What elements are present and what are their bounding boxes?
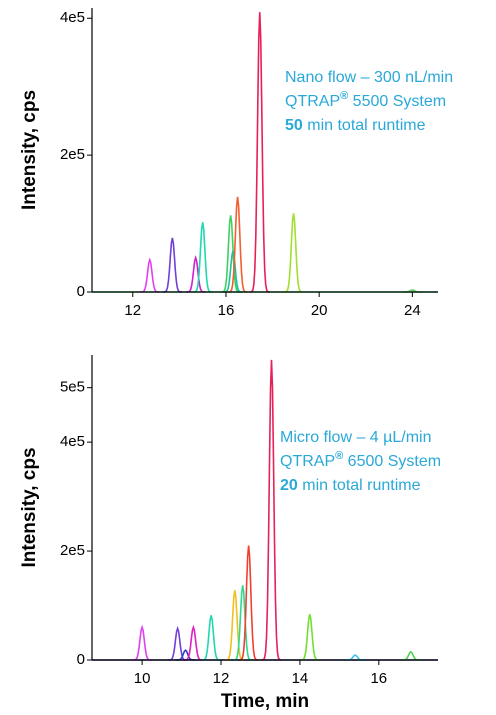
annotation-part: QTRAP	[285, 93, 340, 110]
peak	[162, 237, 183, 293]
annotation-part: 6500 System	[343, 453, 441, 470]
peak	[400, 650, 421, 661]
y-tick-label: 5e5	[60, 379, 85, 396]
annotation-part: Nano flow – 300 nL/min	[285, 69, 453, 86]
peak	[139, 257, 160, 293]
x-tick-label: 12	[213, 670, 230, 687]
annotation-part: 50	[285, 117, 303, 134]
peak	[238, 545, 259, 661]
annotation: QTRAP® 6500 System	[280, 450, 441, 470]
peak	[175, 649, 196, 661]
x-tick-label: 24	[404, 302, 421, 319]
annotation-part: min total runtime	[303, 117, 426, 134]
y-tick-label: 0	[77, 651, 85, 668]
annotation-part: min total runtime	[298, 477, 421, 494]
peak	[299, 614, 320, 661]
peak	[220, 215, 241, 293]
annotation: Nano flow – 300 nL/min	[285, 69, 453, 86]
annotation: 20 min total runtime	[280, 477, 421, 494]
x-tick-label: 20	[311, 302, 328, 319]
peak	[283, 213, 304, 293]
y-tick-label: 4e5	[60, 9, 85, 26]
x-tick-label: 16	[370, 670, 387, 687]
annotation-part: ®	[340, 90, 348, 102]
y-axis-label: Intensity, cps	[19, 447, 40, 567]
annotation: Micro flow – 4 µL/min	[280, 429, 431, 446]
annotation-part: ®	[335, 450, 343, 462]
annotation-part: 5500 System	[348, 93, 446, 110]
peak	[227, 196, 248, 293]
y-tick-label: 4e5	[60, 433, 85, 450]
annotation-part: Micro flow – 4 µL/min	[280, 429, 431, 446]
peak	[132, 624, 153, 661]
y-tick-label: 2e5	[60, 542, 85, 559]
peak	[261, 359, 282, 661]
peak	[201, 615, 222, 661]
x-tick-label: 12	[124, 302, 141, 319]
peak	[185, 254, 206, 293]
peak	[249, 12, 270, 293]
x-tick-label: 10	[134, 670, 151, 687]
annotation: QTRAP® 5500 System	[285, 90, 446, 110]
annotation: 50 min total runtime	[285, 117, 426, 134]
x-axis-label: Time, min	[221, 691, 309, 712]
peak	[183, 624, 204, 661]
peak	[192, 222, 213, 293]
y-tick-label: 2e5	[60, 146, 85, 163]
annotation-part: 20	[280, 477, 298, 494]
x-tick-label: 16	[218, 302, 235, 319]
x-tick-label: 14	[292, 670, 309, 687]
peak	[167, 625, 188, 661]
y-axis-label: Intensity, cps	[19, 90, 40, 210]
y-tick-label: 0	[77, 283, 85, 300]
peak	[232, 585, 253, 661]
annotation-part: QTRAP	[280, 453, 335, 470]
